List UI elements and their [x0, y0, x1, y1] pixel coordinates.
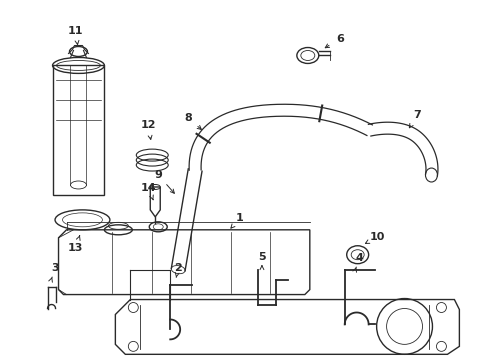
- Text: 5: 5: [258, 252, 265, 262]
- Text: 12: 12: [140, 120, 156, 130]
- Text: 11: 11: [68, 26, 83, 36]
- Text: 8: 8: [184, 113, 192, 123]
- Text: 9: 9: [154, 170, 162, 180]
- Text: 1: 1: [236, 213, 244, 223]
- Text: 10: 10: [369, 232, 385, 242]
- Text: 6: 6: [335, 33, 343, 44]
- Text: 2: 2: [174, 263, 182, 273]
- Text: 13: 13: [68, 243, 83, 253]
- Text: 3: 3: [52, 263, 59, 273]
- Text: 4: 4: [355, 253, 363, 263]
- Text: 14: 14: [140, 183, 156, 193]
- Text: 7: 7: [413, 110, 421, 120]
